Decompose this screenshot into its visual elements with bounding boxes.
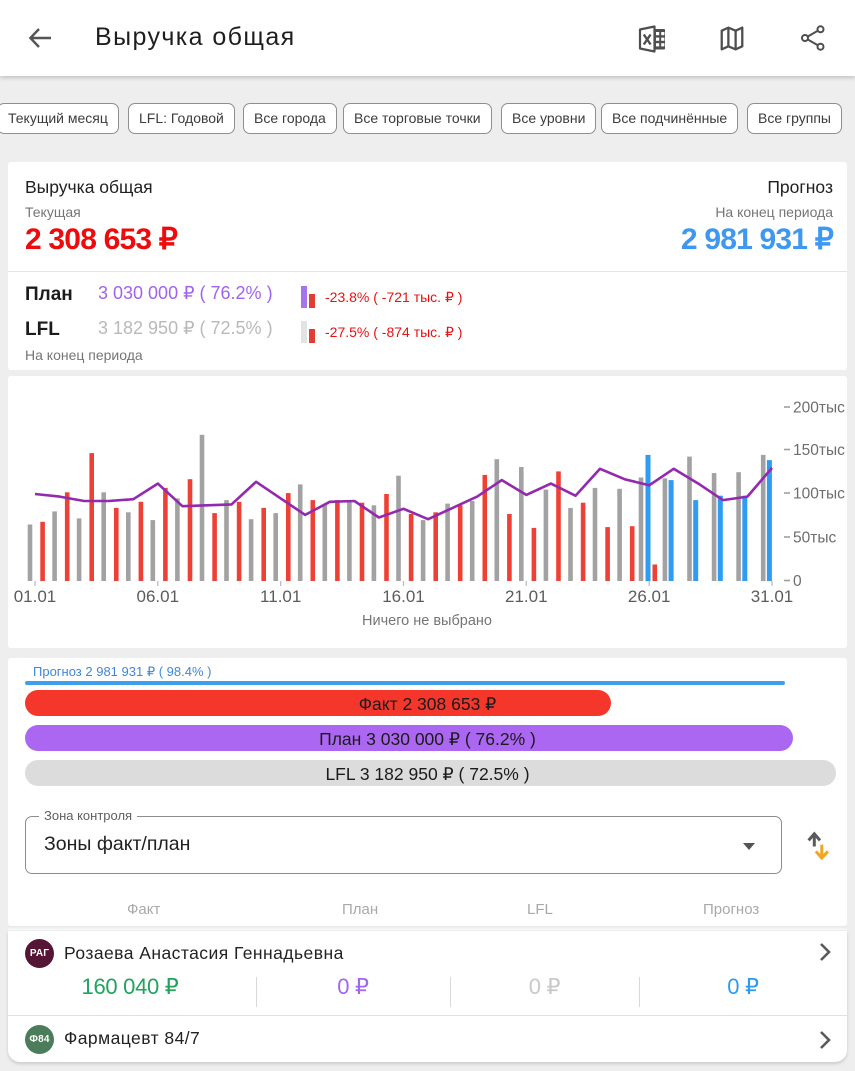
svg-text:200тыс: 200тыс [793, 400, 845, 417]
svg-text:26.01: 26.01 [628, 587, 671, 606]
svg-text:06.01: 06.01 [137, 587, 180, 606]
svg-text:21.01: 21.01 [505, 587, 548, 606]
svg-text:01.01: 01.01 [14, 587, 57, 606]
svg-text:0: 0 [793, 573, 802, 590]
svg-text:150тыс: 150тыс [793, 442, 845, 459]
svg-text:50тыс: 50тыс [793, 530, 836, 547]
svg-text:Ничего не выбрано: Ничего не выбрано [362, 613, 492, 629]
svg-text:11.01: 11.01 [260, 587, 301, 606]
svg-text:31.01: 31.01 [751, 587, 794, 606]
svg-text:100тыс: 100тыс [793, 486, 845, 503]
svg-text:16.01: 16.01 [382, 587, 425, 606]
